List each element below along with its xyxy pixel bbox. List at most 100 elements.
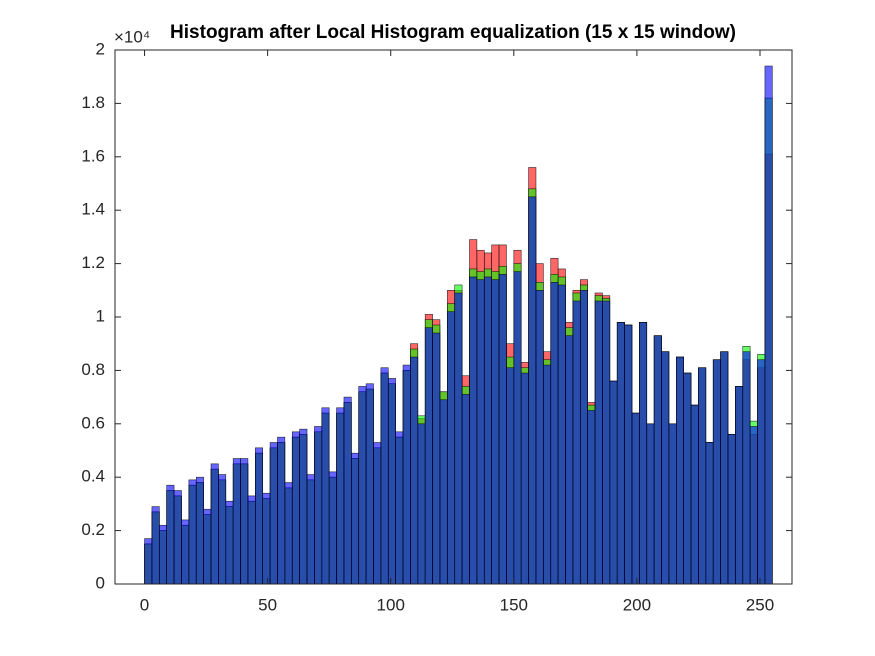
x-tick-label: 100 xyxy=(377,595,405,614)
histogram-bar xyxy=(764,65,773,585)
histogram-bar xyxy=(277,436,286,585)
histogram-bar xyxy=(284,482,293,585)
histogram-bar xyxy=(579,289,588,585)
histogram-bar xyxy=(476,279,485,585)
histogram-bar xyxy=(447,311,456,585)
histogram-bar xyxy=(181,519,190,585)
histogram-bar xyxy=(550,281,559,585)
histogram-bar xyxy=(299,428,308,585)
histogram-bar xyxy=(683,372,692,585)
histogram-bar xyxy=(210,463,219,585)
y-tick-label: 1.2 xyxy=(81,253,105,272)
histogram-bar xyxy=(624,324,633,585)
histogram-bar xyxy=(380,367,389,585)
histogram-bar xyxy=(675,356,684,585)
histogram-bar xyxy=(432,332,441,585)
histogram-bar xyxy=(735,386,744,585)
x-tick-label: 200 xyxy=(623,595,651,614)
x-tick-label: 150 xyxy=(500,595,528,614)
histogram-bar xyxy=(609,380,618,585)
histogram-bar xyxy=(173,490,182,585)
histogram-bar xyxy=(402,364,411,585)
y-tick-label: 1.4 xyxy=(81,200,105,219)
histogram-bar xyxy=(365,383,374,585)
chart-title: Histogram after Local Histogram equaliza… xyxy=(170,22,736,43)
histogram-bar xyxy=(395,431,404,585)
y-tick-label: 0.6 xyxy=(81,413,105,432)
histogram-bar xyxy=(225,500,234,585)
histogram-bar xyxy=(661,351,670,585)
histogram-bar xyxy=(439,399,448,585)
y-tick-label: 1 xyxy=(96,306,105,325)
y-tick-label: 0.2 xyxy=(81,520,105,539)
histogram-bar xyxy=(269,442,278,585)
histogram-bar xyxy=(727,434,736,585)
histogram-bar xyxy=(742,351,751,585)
histogram-bar xyxy=(712,359,721,585)
histogram-bar xyxy=(720,351,729,585)
histogram-bar xyxy=(668,423,677,585)
histogram-bar xyxy=(424,327,433,585)
histogram-bar xyxy=(602,300,611,585)
histogram-bar xyxy=(151,506,160,585)
histogram-bar xyxy=(594,300,603,585)
histogram-bar xyxy=(336,407,345,585)
histogram-bar xyxy=(528,196,537,585)
histogram-bar xyxy=(653,335,662,585)
histogram-bar xyxy=(690,404,699,585)
histogram-bar xyxy=(454,292,463,585)
histogram-bar xyxy=(639,322,648,585)
histogram-bar xyxy=(321,407,330,585)
histogram-bar xyxy=(144,538,153,585)
histogram-bar xyxy=(306,474,315,585)
histogram-bar xyxy=(255,447,264,585)
histogram-bar xyxy=(506,367,515,585)
histogram-bar xyxy=(343,396,352,585)
histogram-bar xyxy=(262,492,271,585)
histogram-bar xyxy=(565,335,574,585)
histogram-bar xyxy=(631,412,640,585)
histogram-bar xyxy=(646,423,655,585)
histogram-bar xyxy=(358,386,367,585)
histogram-bar xyxy=(232,458,241,585)
histogram-bar xyxy=(572,300,581,585)
y-tick-label: 0.4 xyxy=(81,467,105,486)
histogram-bar xyxy=(314,426,323,585)
histogram-bar xyxy=(535,289,544,585)
histogram-bar xyxy=(469,276,478,585)
histogram-bar xyxy=(159,524,167,585)
histogram-bar xyxy=(520,372,529,585)
histogram-bar xyxy=(513,271,522,585)
histogram-bar xyxy=(195,476,204,585)
histogram-bar xyxy=(587,410,596,585)
histogram-bar xyxy=(417,423,426,585)
x-tick-label: 0 xyxy=(140,595,149,614)
histogram-bar xyxy=(491,279,500,585)
histogram-bar xyxy=(557,284,566,585)
histogram-bar xyxy=(749,426,758,585)
x-tick-label: 250 xyxy=(746,595,774,614)
histogram-bar xyxy=(351,452,360,585)
histogram-bar xyxy=(498,273,507,585)
histogram-bar xyxy=(461,394,470,585)
histogram-bar xyxy=(543,364,552,585)
histogram-bar xyxy=(387,378,396,585)
y-tick-label: 1.6 xyxy=(81,146,105,165)
x-tick-label: 50 xyxy=(258,595,277,614)
histogram-bar xyxy=(291,431,300,585)
histogram-bar xyxy=(757,359,766,585)
y-tick-label: 1.8 xyxy=(81,93,105,112)
y-tick-label: 0 xyxy=(96,573,105,592)
histogram-bar xyxy=(188,479,197,585)
y-tick-label: 2 xyxy=(96,39,105,58)
y-tick-label: 0.8 xyxy=(81,360,105,379)
histogram-bar xyxy=(373,442,382,585)
histogram-bar xyxy=(698,367,707,585)
histogram-bar xyxy=(483,276,492,585)
histogram-bar xyxy=(166,484,175,585)
histogram-bar xyxy=(203,508,212,585)
histogram-bar xyxy=(240,458,249,585)
histogram-bar xyxy=(705,442,714,585)
